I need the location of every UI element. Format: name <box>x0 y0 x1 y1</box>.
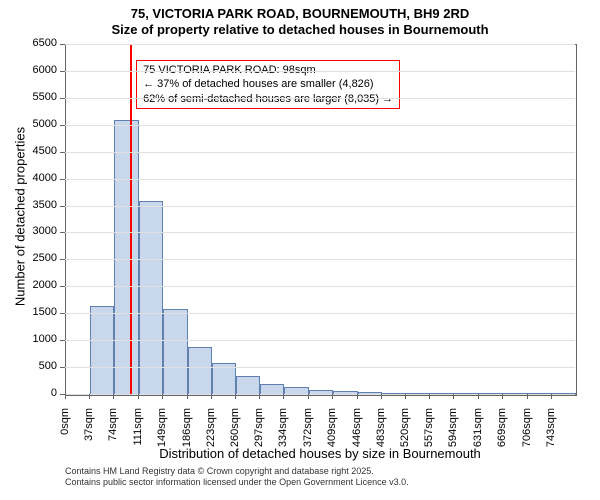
x-tick-label: 372sqm <box>302 408 314 458</box>
x-tick <box>235 394 236 399</box>
x-tick-label: 669sqm <box>496 408 508 458</box>
y-tick-label: 5000 <box>0 118 57 130</box>
x-tick-label: 446sqm <box>351 408 363 458</box>
x-tick <box>502 394 503 399</box>
gridline <box>65 71 575 72</box>
y-tick <box>60 44 65 45</box>
x-tick <box>89 394 90 399</box>
x-tick-label: 37sqm <box>83 408 95 458</box>
annotation-line: ← 37% of detached houses are smaller (4,… <box>143 77 393 91</box>
y-tick <box>60 179 65 180</box>
annotation-box: 75 VICTORIA PARK ROAD: 98sqm← 37% of det… <box>136 60 400 109</box>
x-tick-label: 223sqm <box>205 408 217 458</box>
x-tick <box>381 394 382 399</box>
gridline <box>65 232 575 233</box>
x-tick <box>187 394 188 399</box>
chart-container: 75, VICTORIA PARK ROAD, BOURNEMOUTH, BH9… <box>0 0 600 500</box>
histogram-bar <box>236 376 260 395</box>
x-tick-label: 631sqm <box>472 408 484 458</box>
gridline <box>65 44 575 45</box>
y-tick-label: 6000 <box>0 64 57 76</box>
histogram-bar <box>90 306 114 395</box>
y-tick-label: 3000 <box>0 225 57 237</box>
gridline <box>65 98 575 99</box>
y-tick <box>60 71 65 72</box>
y-tick-label: 4000 <box>0 172 57 184</box>
attribution: Contains HM Land Registry data © Crown c… <box>65 466 409 488</box>
x-tick-label: 743sqm <box>545 408 557 458</box>
x-tick-label: 74sqm <box>107 408 119 458</box>
x-tick <box>308 394 309 399</box>
x-tick <box>405 394 406 399</box>
x-tick-label: 594sqm <box>447 408 459 458</box>
y-tick-label: 6500 <box>0 37 57 49</box>
gridline <box>65 340 575 341</box>
gridline <box>65 313 575 314</box>
x-tick <box>162 394 163 399</box>
gridline <box>65 394 575 395</box>
histogram-bar <box>114 120 138 395</box>
y-tick <box>60 125 65 126</box>
histogram-bar <box>188 347 212 395</box>
histogram-bar <box>139 201 163 395</box>
gridline <box>65 286 575 287</box>
y-tick <box>60 259 65 260</box>
attribution-line2: Contains public sector information licen… <box>65 477 409 488</box>
gridline <box>65 179 575 180</box>
x-tick <box>429 394 430 399</box>
x-tick-label: 409sqm <box>326 408 338 458</box>
y-tick-label: 4500 <box>0 145 57 157</box>
attribution-line1: Contains HM Land Registry data © Crown c… <box>65 466 409 477</box>
y-tick <box>60 340 65 341</box>
x-tick <box>113 394 114 399</box>
x-tick <box>478 394 479 399</box>
y-tick-label: 0 <box>0 387 57 399</box>
x-tick-label: 149sqm <box>156 408 168 458</box>
x-tick-label: 186sqm <box>181 408 193 458</box>
histogram-bar <box>163 309 187 395</box>
x-tick <box>332 394 333 399</box>
x-tick <box>65 394 66 399</box>
x-tick-label: 483sqm <box>375 408 387 458</box>
x-tick-label: 260sqm <box>229 408 241 458</box>
x-tick-label: 334sqm <box>277 408 289 458</box>
y-tick-label: 2500 <box>0 252 57 264</box>
x-tick-label: 706sqm <box>521 408 533 458</box>
chart-title: 75, VICTORIA PARK ROAD, BOURNEMOUTH, BH9… <box>0 0 600 22</box>
y-tick <box>60 232 65 233</box>
plot-area: 75 VICTORIA PARK ROAD: 98sqm← 37% of det… <box>65 44 577 396</box>
x-tick <box>453 394 454 399</box>
x-tick-label: 297sqm <box>253 408 265 458</box>
gridline <box>65 367 575 368</box>
x-tick <box>138 394 139 399</box>
y-tick-label: 1000 <box>0 333 57 345</box>
x-tick-label: 520sqm <box>399 408 411 458</box>
x-tick <box>259 394 260 399</box>
y-tick-label: 3500 <box>0 199 57 211</box>
x-tick-label: 0sqm <box>59 408 71 458</box>
y-tick-label: 2000 <box>0 279 57 291</box>
x-tick <box>551 394 552 399</box>
chart-subtitle: Size of property relative to detached ho… <box>0 22 600 38</box>
y-tick <box>60 367 65 368</box>
gridline <box>65 206 575 207</box>
x-tick <box>283 394 284 399</box>
x-tick <box>211 394 212 399</box>
y-tick <box>60 313 65 314</box>
x-tick <box>357 394 358 399</box>
y-tick-label: 5500 <box>0 91 57 103</box>
y-tick <box>60 206 65 207</box>
x-tick-label: 111sqm <box>132 408 144 458</box>
gridline <box>65 152 575 153</box>
y-tick <box>60 152 65 153</box>
gridline <box>65 125 575 126</box>
x-tick <box>527 394 528 399</box>
y-tick-label: 1500 <box>0 306 57 318</box>
x-tick-label: 557sqm <box>423 408 435 458</box>
gridline <box>65 259 575 260</box>
y-tick-label: 500 <box>0 360 57 372</box>
y-tick <box>60 98 65 99</box>
y-tick <box>60 286 65 287</box>
